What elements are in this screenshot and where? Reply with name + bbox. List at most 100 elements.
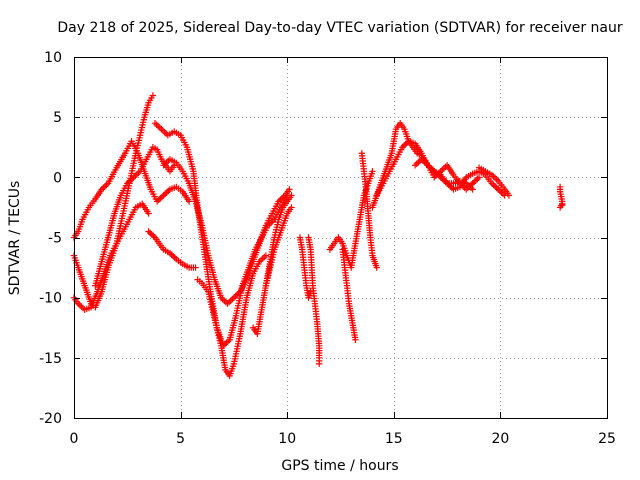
x-axis-label: GPS time / hours <box>281 458 398 474</box>
x-tick-label: 20 <box>491 431 509 447</box>
series-arc-f <box>151 119 291 349</box>
data-point <box>411 162 419 169</box>
data-point <box>496 187 504 195</box>
series-arc-m <box>326 168 376 271</box>
data-point <box>147 229 154 237</box>
axes: 0 5 10 15 20 25 -20 -15 -10 -5 0 5 10 <box>39 50 616 447</box>
series-arc-s <box>475 164 513 199</box>
data-point <box>466 183 473 190</box>
data-point <box>153 121 160 128</box>
data-point <box>288 204 295 211</box>
data-point <box>76 301 84 309</box>
data-point <box>223 339 230 346</box>
data-point <box>185 198 193 205</box>
data-point <box>505 192 513 199</box>
data-point <box>415 159 422 166</box>
data-point <box>100 184 107 192</box>
series-arc-p <box>369 119 476 211</box>
y-tick-label: 10 <box>44 50 62 66</box>
data-point <box>135 169 142 177</box>
data-point <box>498 189 505 196</box>
data-point <box>491 174 499 182</box>
data-point <box>440 165 448 172</box>
data-point <box>262 252 270 259</box>
data-point <box>155 196 162 204</box>
data-point <box>439 166 446 174</box>
y-tick-label: -20 <box>39 411 62 427</box>
data-point <box>352 336 359 343</box>
series-arc-o <box>358 150 380 271</box>
data-point <box>169 252 177 260</box>
data-point <box>261 253 268 261</box>
data-point <box>369 168 376 175</box>
data-point <box>133 171 141 178</box>
data-point <box>469 186 476 193</box>
data-point <box>286 186 293 193</box>
data-point <box>475 174 483 181</box>
data-point <box>467 181 475 189</box>
data-point <box>161 190 169 198</box>
series-arc-h <box>194 252 270 380</box>
x-tick-label: 15 <box>385 431 403 447</box>
data-point <box>148 231 156 238</box>
data-point <box>224 300 231 307</box>
data-point <box>230 294 238 301</box>
data-point <box>288 192 295 199</box>
data-point <box>227 297 234 304</box>
data-point <box>145 228 152 235</box>
x-tick-label: 0 <box>70 431 79 447</box>
data-point <box>101 183 109 190</box>
data-point <box>155 122 162 130</box>
data-point <box>157 195 164 202</box>
x-tick-label: 10 <box>278 431 296 447</box>
data-point <box>471 178 478 186</box>
data-point <box>315 360 323 368</box>
data-point <box>469 180 476 187</box>
data-point <box>464 184 472 192</box>
data-point <box>171 254 178 261</box>
series-arc-g <box>145 228 199 271</box>
data-point <box>413 160 420 167</box>
chart-title: Day 218 of 2025, Sidereal Day-to-day VTE… <box>57 20 623 36</box>
data-point <box>160 192 167 199</box>
data-point <box>159 127 167 134</box>
x-tick-label: 25 <box>598 431 616 447</box>
series-arc-t <box>556 183 566 211</box>
series-arc-r <box>411 156 508 199</box>
data-point <box>125 178 133 186</box>
series-arc-l <box>305 234 323 368</box>
data-point <box>490 181 497 189</box>
data-point <box>472 177 480 184</box>
data-point <box>474 175 481 183</box>
data-point <box>156 124 164 131</box>
series-arc-b <box>70 138 193 241</box>
data-point <box>400 142 408 149</box>
data-point <box>158 193 166 201</box>
series-arc-n <box>339 246 359 343</box>
x-tick-label: 5 <box>176 431 185 447</box>
data-point <box>149 92 157 99</box>
data-points <box>70 92 566 380</box>
data-point <box>257 256 265 264</box>
y-tick-label: 5 <box>53 110 62 126</box>
data-point <box>426 163 433 171</box>
data-point <box>463 186 470 193</box>
data-point <box>491 183 499 190</box>
series-arc-a <box>70 92 157 311</box>
y-tick-label: 0 <box>53 170 62 186</box>
data-point <box>229 295 236 303</box>
y-tick-label: -15 <box>39 351 62 367</box>
data-point <box>559 200 566 208</box>
data-point <box>373 264 380 271</box>
y-axis-label: SDTVAR / TECUs <box>7 181 23 296</box>
y-tick-label: -10 <box>39 291 62 307</box>
data-point <box>225 298 233 306</box>
data-point <box>163 189 170 196</box>
data-point <box>192 264 199 271</box>
y-tick-label: -5 <box>48 231 62 247</box>
data-point <box>150 232 157 240</box>
data-point <box>145 210 152 217</box>
series-arc-k <box>296 234 314 301</box>
data-point <box>158 126 165 133</box>
